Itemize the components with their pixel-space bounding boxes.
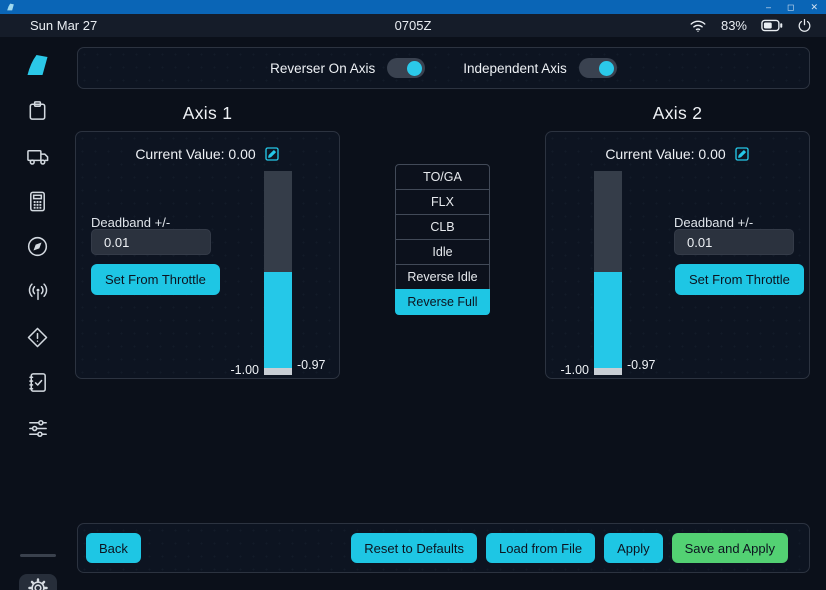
save-and-apply-button[interactable]: Save and Apply [671, 533, 788, 563]
window-maximize-button[interactable]: ◻ [786, 2, 795, 12]
axis2-title: Axis 2 [652, 103, 703, 123]
axis1-bar-track [264, 171, 292, 272]
calculator-icon [26, 190, 49, 213]
status-clock: 0705Z [394, 18, 432, 33]
toggle-knob [598, 60, 614, 76]
sidebar-item-settings[interactable] [19, 574, 57, 590]
axis1-deadband-label: Deadband +/- [91, 215, 171, 230]
detent-flx[interactable]: FLX [395, 189, 490, 215]
edit-icon[interactable] [264, 146, 280, 162]
axis1-panel: Current Value: 0.00 Deadband +/- Set Fro… [75, 131, 340, 379]
axis1-bar-fill [264, 271, 292, 368]
checklist-icon [26, 371, 49, 394]
axis2-set-from-throttle-button[interactable]: Set From Throttle [675, 264, 804, 295]
load-from-file-button[interactable]: Load from File [486, 533, 596, 563]
toggle-knob [407, 60, 423, 76]
window-close-button[interactable]: ✕ [810, 2, 818, 12]
sidebar-item-radio[interactable] [0, 281, 75, 303]
detent-toga[interactable]: TO/GA [395, 164, 490, 190]
detent-idle[interactable]: Idle [395, 239, 490, 265]
window-app-icon [6, 3, 15, 11]
gear-icon [27, 577, 49, 590]
reverser-on-axis-group: Reverser On Axis [270, 58, 426, 78]
axis2-deadband-label: Deadband +/- [674, 215, 754, 230]
independent-axis-toggle[interactable] [578, 58, 617, 78]
independent-axis-group: Independent Axis [463, 58, 617, 78]
sidebar-divider [20, 554, 56, 557]
axis2-bar-fill [594, 271, 622, 368]
axis2-bar-track [594, 171, 622, 272]
footer-bar: Back Reset to Defaults Load from File Ap… [77, 523, 810, 573]
axis2-current-value: Current Value: 0.00 [605, 146, 726, 162]
detent-reverse-idle[interactable]: Reverse Idle [395, 264, 490, 290]
reverser-on-axis-toggle[interactable] [387, 58, 426, 78]
status-bar: Sun Mar 27 0705Z 83% [0, 14, 826, 37]
sidebar-item-home[interactable] [0, 53, 75, 77]
detent-list: TO/GA FLX CLB Idle Reverse Idle Reverse … [395, 164, 490, 315]
axis2-bar-value-label: -0.97 [627, 358, 656, 372]
axis2-value-bar [594, 171, 622, 375]
axis1-bar-value-label: -0.97 [297, 358, 326, 372]
apply-button[interactable]: Apply [604, 533, 663, 563]
axis1-bar-deadband [264, 367, 292, 375]
reverser-on-axis-label: Reverser On Axis [270, 60, 376, 76]
axis-options-panel: Reverser On Axis Independent Axis [77, 47, 810, 89]
sidebar-nav [0, 37, 75, 590]
wifi-icon [689, 18, 707, 33]
warning-diamond-icon [26, 326, 49, 349]
axis1-deadband-input[interactable] [91, 229, 211, 255]
axis2-deadband-input[interactable] [674, 229, 794, 255]
sliders-icon [26, 417, 50, 440]
compass-icon [26, 235, 49, 258]
sidebar-item-checklist[interactable] [0, 371, 75, 394]
edit-icon[interactable] [734, 146, 750, 162]
window-titlebar: – ◻ ✕ [0, 0, 826, 14]
axis1-bar-min-label: -1.00 [230, 363, 260, 377]
battery-percent: 83% [720, 18, 747, 33]
broadcast-icon [26, 281, 50, 303]
battery-icon [761, 19, 783, 32]
detent-clb[interactable]: CLB [395, 214, 490, 240]
sidebar-item-failures[interactable] [0, 326, 75, 349]
sidebar-item-settings-tuning[interactable] [0, 417, 75, 440]
sidebar-item-calculator[interactable] [0, 190, 75, 213]
clipboard-icon [26, 99, 49, 122]
axis2-bar-min-label: -1.00 [560, 363, 590, 377]
axis2-bar-deadband [594, 367, 622, 375]
sidebar-item-clipboard[interactable] [0, 99, 75, 122]
sidebar-item-ground-services[interactable] [0, 145, 75, 168]
sidebar-item-navigation[interactable] [0, 235, 75, 258]
status-date: Sun Mar 27 [30, 18, 98, 33]
axis2-panel: Current Value: 0.00 Deadband +/- Set Fro… [545, 131, 810, 379]
detent-reverse-full[interactable]: Reverse Full [395, 289, 490, 315]
axis1-current-value: Current Value: 0.00 [135, 146, 256, 162]
axis1-title: Axis 1 [182, 103, 233, 123]
window-minimize-button[interactable]: – [765, 2, 771, 12]
power-icon[interactable] [797, 18, 812, 33]
axis1-set-from-throttle-button[interactable]: Set From Throttle [91, 264, 220, 295]
airline-logo-icon [25, 53, 50, 77]
back-button[interactable]: Back [86, 533, 141, 563]
truck-icon [26, 145, 50, 168]
axis1-value-bar [264, 171, 292, 375]
reset-to-defaults-button[interactable]: Reset to Defaults [351, 533, 478, 563]
independent-axis-label: Independent Axis [463, 60, 567, 76]
